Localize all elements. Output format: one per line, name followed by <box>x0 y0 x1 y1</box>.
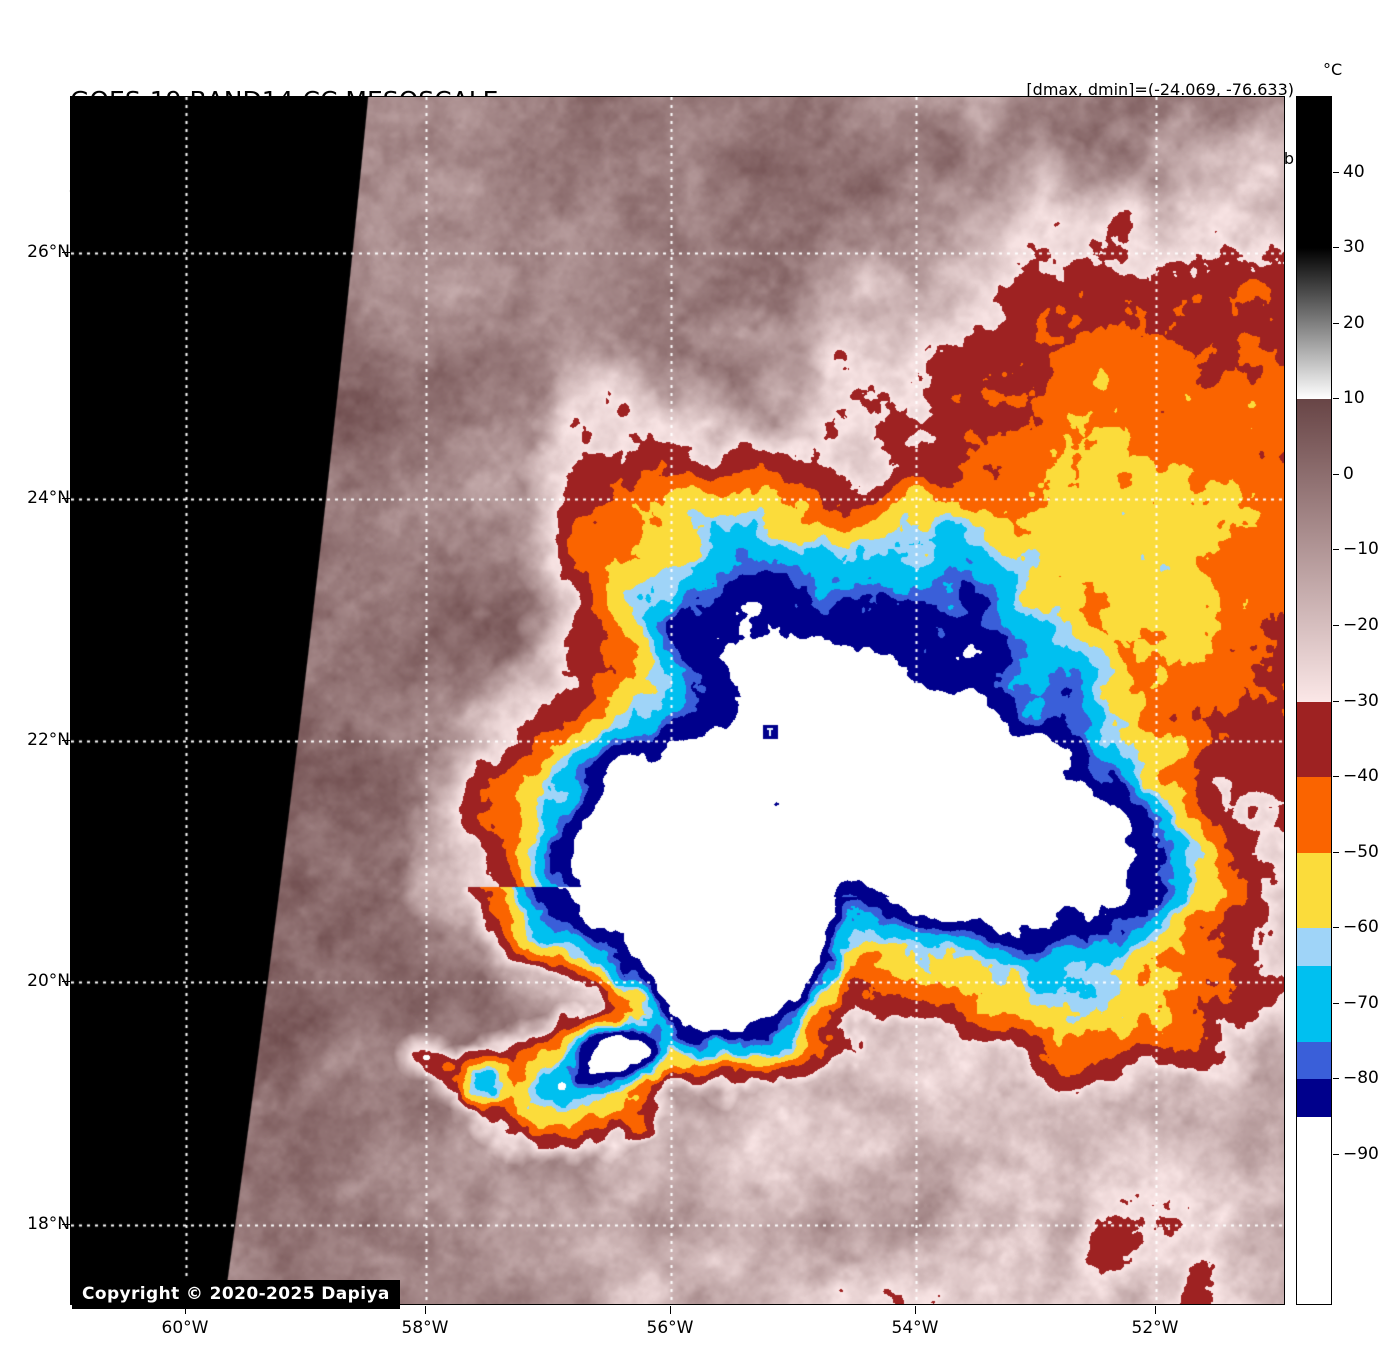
colorbar-unit-label: °C <box>1323 60 1343 79</box>
colorbar-tick <box>1333 322 1339 324</box>
colorbar-label--90: −90 <box>1343 1143 1379 1164</box>
colorbar-tick <box>1333 398 1339 400</box>
colorbar-tick <box>1333 851 1339 853</box>
colorbar-label-40: 40 <box>1343 161 1365 182</box>
colorbar-tick <box>1333 1002 1339 1004</box>
colorbar-label--30: −30 <box>1343 690 1379 711</box>
colorbar-label--50: −50 <box>1343 841 1379 862</box>
colorbar-label--40: −40 <box>1343 766 1379 787</box>
colorbar-band-grayscale-ramp <box>1297 248 1331 400</box>
lon-tick <box>915 1306 916 1314</box>
copyright-banner: Copyright © 2020-2025 Dapiya <box>72 1280 400 1309</box>
lon-tick <box>670 1306 671 1314</box>
colorbar-label--60: −60 <box>1343 917 1379 938</box>
colorbar-tick <box>1333 1153 1339 1155</box>
lon-label-56: 56°W <box>646 1318 694 1338</box>
lat-tick <box>62 740 70 741</box>
graticule-overlay <box>71 97 1284 1304</box>
colorbar-label--70: −70 <box>1343 992 1379 1013</box>
colorbar-tick <box>1333 776 1339 778</box>
lat-tick <box>62 1224 70 1225</box>
colorbar-band-navy <box>1297 1079 1331 1118</box>
colorbar-band-blue <box>1297 1041 1331 1080</box>
lon-label-54: 54°W <box>891 1318 939 1338</box>
lon-tick <box>185 1306 186 1314</box>
satellite-image-plot[interactable] <box>70 96 1285 1305</box>
colorbar-band-brown-ramp <box>1297 399 1331 702</box>
lat-label-20: 20°N <box>27 971 70 991</box>
lat-tick <box>62 981 70 982</box>
temperature-colorbar[interactable] <box>1296 96 1332 1305</box>
lat-label-22: 22°N <box>27 730 70 750</box>
colorbar-label-30: 30 <box>1343 237 1365 258</box>
lat-tick <box>62 498 70 499</box>
colorbar-tick <box>1333 700 1339 702</box>
colorbar-band-black-warm <box>1297 97 1331 249</box>
colorbar-band-white-coldest <box>1297 1117 1331 1304</box>
colorbar-tick <box>1333 549 1339 551</box>
colorbar-band-orange <box>1297 777 1331 853</box>
colorbar-tick <box>1333 247 1339 249</box>
lon-tick <box>425 1306 426 1314</box>
colorbar-tick <box>1333 927 1339 929</box>
colorbar-tick <box>1333 473 1339 475</box>
lat-label-24: 24°N <box>27 488 70 508</box>
colorbar-label--20: −20 <box>1343 614 1379 635</box>
lon-label-58: 58°W <box>401 1318 449 1338</box>
lon-label-60: 60°W <box>161 1318 209 1338</box>
colorbar-band-dark-red <box>1297 701 1331 778</box>
colorbar-band-light-blue <box>1297 928 1331 966</box>
colorbar-tick <box>1333 1078 1339 1080</box>
colorbar-tick <box>1333 624 1339 626</box>
lon-tick <box>1155 1306 1156 1314</box>
lat-tick <box>62 252 70 253</box>
colorbar-band-yellow <box>1297 852 1331 929</box>
colorbar-label-10: 10 <box>1343 388 1365 409</box>
colorbar-label--80: −80 <box>1343 1068 1379 1089</box>
colorbar-label-20: 20 <box>1343 312 1365 333</box>
lat-label-18: 18°N <box>27 1214 70 1234</box>
colorbar-tick <box>1333 171 1339 173</box>
lon-label-52: 52°W <box>1131 1318 1179 1338</box>
lat-label-26: 26°N <box>27 242 70 262</box>
colorbar-band-cyan <box>1297 965 1331 1042</box>
colorbar-label-0: 0 <box>1343 463 1354 484</box>
colorbar-label--10: −10 <box>1343 539 1379 560</box>
data-minmax-label: [dmax, dmin]=(-24.069, -76.633) <box>1026 80 1294 99</box>
